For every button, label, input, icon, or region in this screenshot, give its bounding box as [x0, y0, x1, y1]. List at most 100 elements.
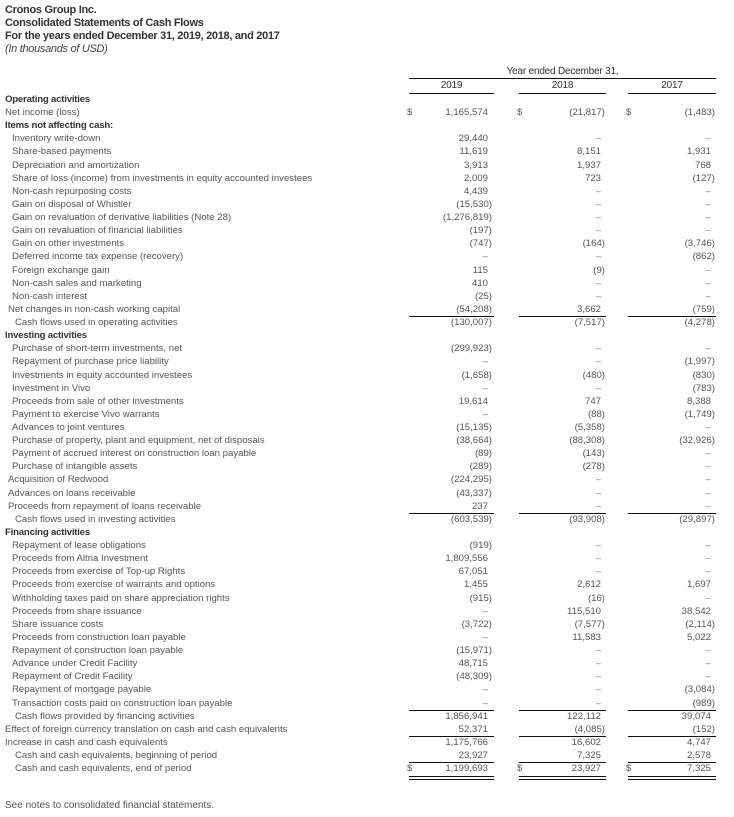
- table-row: Proceeds from Altria Investment 1,809,556…: [0, 552, 734, 565]
- value-2017: –: [705, 185, 711, 197]
- value-2018: –: [595, 540, 601, 552]
- value-2017: (2,114): [685, 618, 715, 630]
- row-label: Net income (loss): [5, 107, 80, 119]
- subtotal-rule: [628, 512, 716, 514]
- subtotal-rule: [628, 762, 716, 764]
- section-heading-row: Financing activities: [0, 526, 734, 539]
- value-2019: 115: [472, 264, 488, 276]
- table-row: Purchase of property, plant and equipmen…: [0, 434, 734, 447]
- table-row: Foreign exchange gain 115 (9) –: [0, 264, 734, 277]
- currency-symbol: $: [626, 763, 632, 775]
- table-row: Non-cash repurposing costs 4,439 – –: [0, 185, 734, 198]
- value-2018: 747: [584, 395, 601, 407]
- value-2018: (143): [582, 448, 605, 460]
- table-row: Advances on loans receivable (43,337) – –: [0, 487, 734, 500]
- table-row: Non-cash interest (25) – –: [0, 290, 734, 303]
- value-2017: –: [705, 474, 711, 486]
- value-2018: –: [595, 251, 601, 263]
- value-2019: (747): [469, 238, 492, 250]
- value-2019: (197): [469, 225, 492, 237]
- value-2019: 1,199,693: [445, 763, 488, 775]
- statement-units: (In thousands of USD): [5, 43, 108, 55]
- value-2017: –: [705, 671, 711, 683]
- value-2019: 11,619: [459, 146, 488, 158]
- column-group-rule: [409, 78, 716, 79]
- table-row: Payment to exercise Vivo warrants – (88) (1…: [0, 408, 734, 421]
- row-label: Foreign exchange gain: [12, 264, 110, 276]
- value-2018: –: [595, 198, 601, 210]
- value-2017: –: [705, 133, 711, 145]
- row-label: Advances to joint ventures: [12, 422, 125, 433]
- year-rule-2019: [409, 93, 494, 94]
- row-label: Deferred income tax expense (recovery): [12, 251, 184, 263]
- subtotal-rule: [519, 735, 606, 737]
- table-row: Payment of accrued interest on construct…: [0, 447, 734, 460]
- value-2017: (830): [692, 369, 715, 381]
- value-2018: –: [595, 290, 601, 302]
- value-2017: –: [705, 264, 711, 276]
- value-2019: 48,715: [458, 658, 488, 670]
- row-label: Proceeds from exercise of Top-up Rights: [12, 566, 186, 578]
- table-row: Gain on other investments (747) (164) (3,74…: [0, 237, 734, 250]
- value-2019: (130,007): [450, 317, 492, 329]
- table-row: Proceeds from construction loan payable –…: [0, 631, 734, 644]
- value-2017: –: [705, 290, 711, 302]
- value-2019: –: [482, 382, 488, 394]
- table-row: Proceeds from sale of other investments 1…: [0, 395, 734, 408]
- row-label: Cash flows used in operating activities: [15, 317, 178, 329]
- currency-symbol: $: [407, 763, 413, 775]
- value-2017: –: [705, 277, 711, 289]
- value-2018: –: [595, 553, 601, 565]
- section-heading-row: Items not affecting cash:: [0, 119, 734, 132]
- value-2019: (25): [474, 290, 492, 302]
- value-2019: (15,971): [456, 645, 492, 657]
- row-label: Gain on other investments: [12, 238, 124, 250]
- company-name: Cronos Group Inc.: [5, 4, 97, 16]
- row-label: Purchase of property, plant and equipmen…: [12, 435, 265, 447]
- value-2017: (1,483): [684, 107, 715, 119]
- value-2019: 19,614: [458, 395, 488, 407]
- row-label: Investment in Vivo: [12, 382, 91, 394]
- table-row: Investments in equity accounted investee…: [0, 369, 734, 382]
- row-label: Gain on revaluation of derivative liabil…: [12, 212, 232, 224]
- value-2017: (3,084): [684, 684, 715, 696]
- value-2018: –: [595, 671, 601, 683]
- row-label: Advances on loans receivable: [8, 487, 136, 499]
- value-2018: –: [595, 697, 601, 709]
- value-2019: 3,913: [463, 159, 488, 171]
- value-2018: –: [595, 225, 601, 237]
- row-label: Gain on revaluation of financial liabili…: [12, 225, 183, 237]
- column-year-2019: 2019: [440, 80, 463, 91]
- value-2017: (3,746): [684, 238, 715, 250]
- total-row: Cash flows provided by financing activit…: [0, 709, 734, 723]
- value-2018: (93,908): [569, 513, 605, 525]
- value-2018: (480): [582, 369, 605, 381]
- table-row: Share-based payments 11,619 8,151 1,931: [0, 145, 734, 158]
- value-2018: (164): [582, 238, 605, 250]
- value-2018: (21,817): [569, 107, 605, 119]
- subtotal-rule: [519, 316, 606, 318]
- table-row: Repayment of Credit Facility (48,309) – –: [0, 670, 734, 683]
- value-2017: –: [705, 225, 711, 237]
- value-2018: –: [595, 212, 601, 224]
- value-2018: (7,577): [574, 618, 605, 630]
- double-underline-rule: [409, 776, 494, 781]
- value-2017: –: [705, 592, 711, 604]
- value-2017: (1,997): [684, 356, 715, 368]
- value-2019: (289): [469, 461, 492, 473]
- table-row: Repayment of purchase price liability – – (…: [0, 355, 734, 368]
- column-group-label: Year ended December 31,: [506, 66, 619, 77]
- value-2018: –: [595, 487, 601, 499]
- total-row: Cash flows used in operating activities (…: [0, 316, 734, 329]
- value-2017: 2,578: [686, 750, 711, 761]
- value-2019: 1,455: [463, 579, 488, 591]
- value-2017: (32,926): [679, 435, 715, 447]
- value-2017: 768: [694, 159, 711, 171]
- value-2017: 8,388: [686, 395, 711, 407]
- row-label: Proceeds from exercise of warrants and o…: [12, 579, 216, 591]
- subtotal-rule: [628, 735, 716, 737]
- table-row: Gain on disposal of Whistler (15,530) – –: [0, 198, 734, 211]
- double-underline-rule: [519, 776, 606, 781]
- subtotal-rule: [519, 762, 606, 764]
- value-2019: 29,440: [458, 133, 488, 145]
